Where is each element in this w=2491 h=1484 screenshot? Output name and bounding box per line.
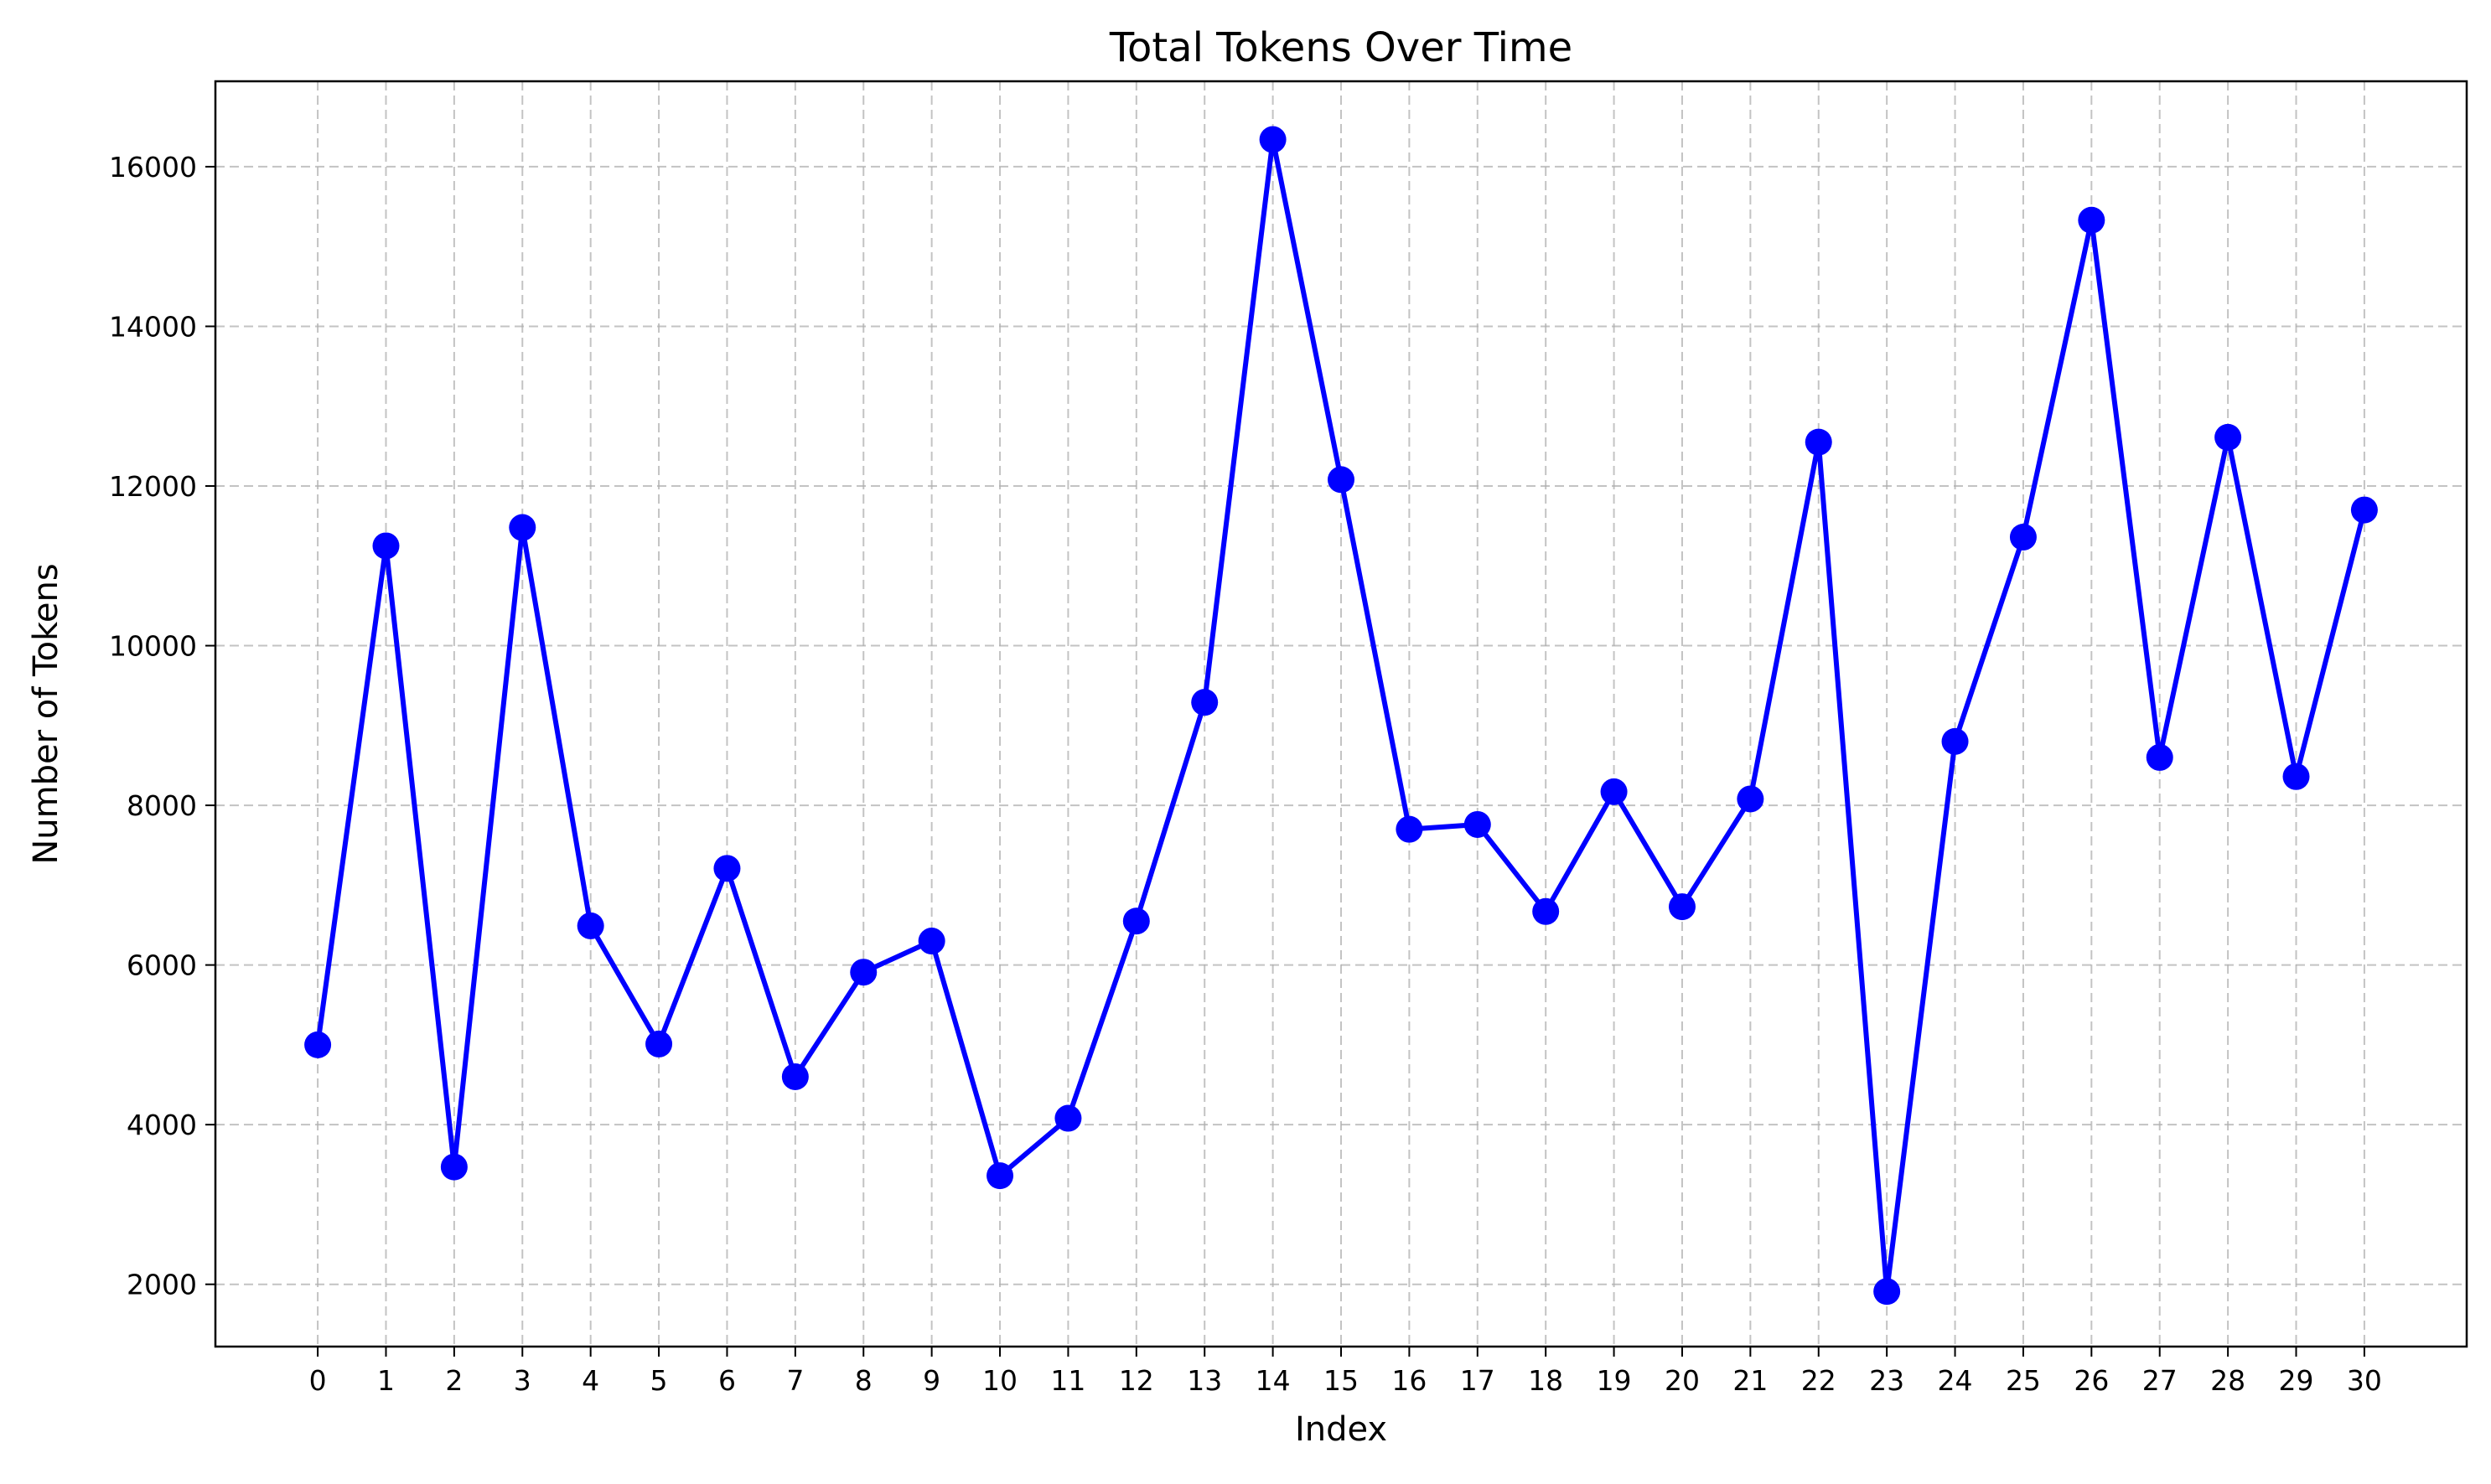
x-tick-label: 5 [650, 1364, 668, 1397]
y-tick-label: 8000 [127, 789, 197, 822]
chart-title: Total Tokens Over Time [1109, 24, 1572, 71]
x-tick-label: 28 [2210, 1364, 2245, 1397]
x-tick-label: 24 [1938, 1364, 1973, 1397]
data-point [1122, 907, 1150, 935]
data-point [2146, 743, 2173, 771]
x-axis-title: Index [1295, 1410, 1387, 1449]
data-point [509, 514, 536, 541]
data-point [440, 1153, 468, 1181]
x-tick-label: 26 [2074, 1364, 2109, 1397]
x-tick-label: 2 [445, 1364, 463, 1397]
x-tick-label: 1 [377, 1364, 395, 1397]
y-axis-title: Number of Tokens [27, 563, 65, 864]
data-point [850, 959, 878, 986]
x-tick-label: 19 [1597, 1364, 1632, 1397]
data-point [2078, 206, 2105, 234]
data-point [2214, 423, 2242, 451]
y-tick-label: 4000 [127, 1109, 197, 1141]
data-point [2350, 496, 2378, 524]
y-tick-label: 2000 [127, 1269, 197, 1301]
series-layer [304, 126, 2378, 1306]
x-tick-label: 29 [2279, 1364, 2314, 1397]
data-point [2009, 523, 2037, 551]
x-tick-label: 22 [1801, 1364, 1836, 1397]
x-tick-label: 16 [1391, 1364, 1427, 1397]
data-point [304, 1031, 332, 1058]
x-tick-label: 23 [1869, 1364, 1904, 1397]
x-tick-label: 6 [718, 1364, 736, 1397]
y-tick-label: 14000 [109, 310, 197, 343]
ticks: 0 1 2 3 4 5 6 7 8 9 10 11 12 13 14 15 16 17 18 19 20 21 22 23 24… [109, 151, 2382, 1397]
x-tick-label: 15 [1323, 1364, 1359, 1397]
x-tick-label: 30 [2347, 1364, 2382, 1397]
x-tick-label: 9 [923, 1364, 940, 1397]
y-tick-label: 12000 [109, 470, 197, 503]
data-point [781, 1063, 809, 1090]
data-point [987, 1162, 1014, 1190]
data-point [1191, 689, 1219, 716]
y-tick-label: 6000 [127, 949, 197, 982]
x-tick-label: 21 [1732, 1364, 1768, 1397]
x-tick-label: 12 [1119, 1364, 1154, 1397]
x-tick-label: 8 [855, 1364, 873, 1397]
x-tick-label: 20 [1665, 1364, 1700, 1397]
data-point [1463, 810, 1491, 838]
x-tick-label: 7 [786, 1364, 804, 1397]
data-point [1259, 126, 1287, 153]
data-point [1396, 815, 1423, 843]
y-tick-label: 10000 [109, 630, 197, 663]
x-tick-label: 25 [2006, 1364, 2041, 1397]
data-point [1805, 428, 1832, 456]
data-point [918, 928, 945, 955]
y-tick-label: 16000 [109, 151, 197, 184]
x-tick-label: 0 [309, 1364, 327, 1397]
data-point [1532, 897, 1560, 925]
x-tick-label: 14 [1256, 1364, 1291, 1397]
x-tick-label: 27 [2142, 1364, 2178, 1397]
data-point [1873, 1278, 1901, 1306]
data-point [372, 532, 400, 560]
x-tick-label: 10 [982, 1364, 1018, 1397]
data-point [645, 1030, 673, 1057]
data-point [1328, 466, 1354, 494]
data-point [1668, 893, 1696, 921]
x-tick-label: 17 [1460, 1364, 1495, 1397]
data-point [713, 855, 741, 882]
x-tick-label: 11 [1050, 1364, 1085, 1397]
x-tick-label: 4 [582, 1364, 599, 1397]
data-point [1941, 727, 1969, 755]
x-tick-label: 18 [1528, 1364, 1563, 1397]
x-tick-label: 3 [514, 1364, 531, 1397]
data-point [1054, 1104, 1082, 1132]
x-tick-label: 13 [1187, 1364, 1222, 1397]
data-point [1737, 785, 1764, 813]
data-point [1600, 778, 1628, 805]
data-point [577, 912, 604, 939]
data-point [2282, 763, 2310, 790]
